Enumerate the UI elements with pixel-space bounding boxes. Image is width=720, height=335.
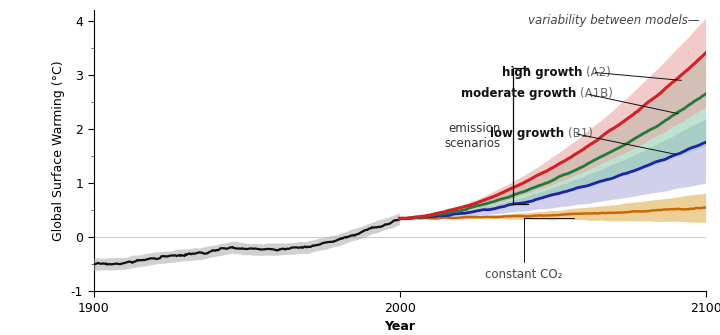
Y-axis label: Global Surface Warming (°C): Global Surface Warming (°C) bbox=[53, 60, 66, 241]
Text: emission
scenarios: emission scenarios bbox=[444, 122, 500, 150]
Text: (A1B): (A1B) bbox=[580, 87, 613, 100]
Text: (B1): (B1) bbox=[568, 127, 593, 140]
Text: constant CO₂: constant CO₂ bbox=[485, 217, 575, 281]
Text: high growth: high growth bbox=[502, 66, 586, 79]
Text: moderate growth: moderate growth bbox=[461, 87, 580, 100]
X-axis label: Year: Year bbox=[384, 320, 415, 333]
Text: variability between models—: variability between models— bbox=[528, 14, 700, 27]
Text: (A2): (A2) bbox=[586, 66, 611, 79]
Text: low growth: low growth bbox=[490, 127, 568, 140]
